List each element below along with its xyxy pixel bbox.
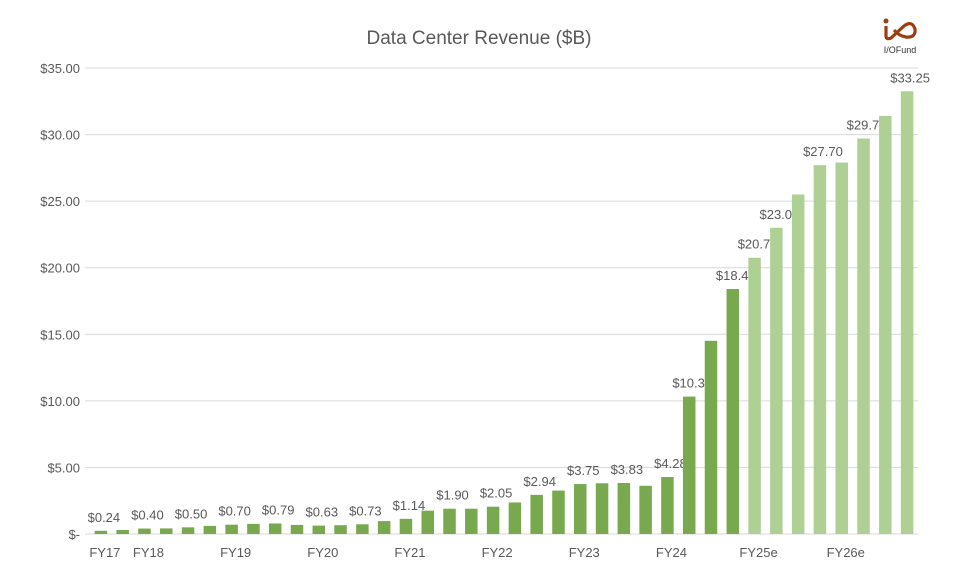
y-tick-label: $- xyxy=(68,527,80,542)
data-label: $0.63 xyxy=(306,505,339,520)
bar xyxy=(247,523,260,534)
bar xyxy=(791,194,805,534)
bar xyxy=(900,91,914,535)
x-tick-label: FY23 xyxy=(569,545,600,560)
bar xyxy=(704,340,718,534)
data-label: $1.90 xyxy=(436,488,469,503)
y-tick-label: $15.00 xyxy=(40,327,80,342)
bar xyxy=(682,396,696,534)
bar xyxy=(116,530,129,534)
bar xyxy=(508,502,522,534)
data-label: $0.73 xyxy=(349,503,382,518)
y-tick-label: $30.00 xyxy=(40,128,80,143)
data-label: $18.40 xyxy=(716,268,756,283)
x-tick-label: FY24 xyxy=(656,545,687,560)
y-tick-label: $5.00 xyxy=(47,460,80,475)
bar xyxy=(138,528,151,534)
bar xyxy=(421,510,434,534)
bar xyxy=(377,521,391,534)
x-tick-label: FY20 xyxy=(307,545,338,560)
bar xyxy=(334,525,347,534)
data-label: $0.70 xyxy=(218,504,251,519)
data-label: $23.00 xyxy=(759,207,799,222)
bar xyxy=(617,483,631,534)
bar xyxy=(857,138,870,534)
bar xyxy=(770,227,783,534)
data-label: $29.70 xyxy=(847,118,887,133)
x-tick-label: FY26e xyxy=(827,545,865,560)
bar xyxy=(835,162,848,534)
bar xyxy=(465,508,478,534)
x-tick-label: FY18 xyxy=(133,545,164,560)
x-tick-label: FY25e xyxy=(739,545,777,560)
bar xyxy=(290,524,304,534)
data-label: $0.50 xyxy=(175,506,208,521)
bar xyxy=(530,494,543,534)
data-label: $2.05 xyxy=(480,486,513,501)
data-label: $27.70 xyxy=(803,144,843,159)
bar xyxy=(312,525,326,534)
data-label: $3.75 xyxy=(567,463,600,478)
bar xyxy=(726,289,740,534)
data-label: $3.83 xyxy=(611,462,644,477)
data-label: $33.25 xyxy=(890,70,930,85)
bar xyxy=(748,257,761,534)
bar xyxy=(181,527,195,534)
io-logo-icon xyxy=(883,18,917,41)
bar xyxy=(203,525,217,534)
logo-text: I/OFund xyxy=(883,45,917,55)
bar xyxy=(443,508,456,534)
bar xyxy=(486,506,500,534)
bar xyxy=(639,485,652,534)
bar xyxy=(813,165,827,535)
x-tick-label: FY17 xyxy=(89,545,120,560)
bar xyxy=(661,477,674,534)
data-label: $0.40 xyxy=(131,508,164,523)
data-label: $0.24 xyxy=(88,510,121,525)
bar xyxy=(879,115,892,534)
y-tick-label: $25.00 xyxy=(40,194,80,209)
bar xyxy=(94,530,108,534)
chart-title: Data Center Revenue ($B) xyxy=(367,28,592,49)
data-label: $0.79 xyxy=(262,502,295,517)
bar xyxy=(595,483,609,534)
bar xyxy=(356,524,369,534)
bar xyxy=(160,528,173,534)
bar xyxy=(225,524,238,534)
bar xyxy=(574,484,587,534)
x-tick-label: FY19 xyxy=(220,545,251,560)
y-tick-label: $35.00 xyxy=(40,61,80,76)
bar xyxy=(268,523,282,534)
x-tick-label: FY21 xyxy=(394,545,425,560)
y-tick-label: $10.00 xyxy=(40,394,80,409)
data-label: $20.75 xyxy=(738,237,778,252)
data-label: $2.94 xyxy=(523,474,556,489)
bar xyxy=(552,490,565,534)
data-label: $4.28 xyxy=(654,456,687,471)
bar xyxy=(399,518,413,534)
y-tick-label: $20.00 xyxy=(40,261,80,276)
data-label: $1.14 xyxy=(393,498,426,513)
io-fund-logo: I/OFund xyxy=(880,18,920,55)
x-tick-label: FY22 xyxy=(482,545,513,560)
data-label: $10.32 xyxy=(672,376,712,391)
